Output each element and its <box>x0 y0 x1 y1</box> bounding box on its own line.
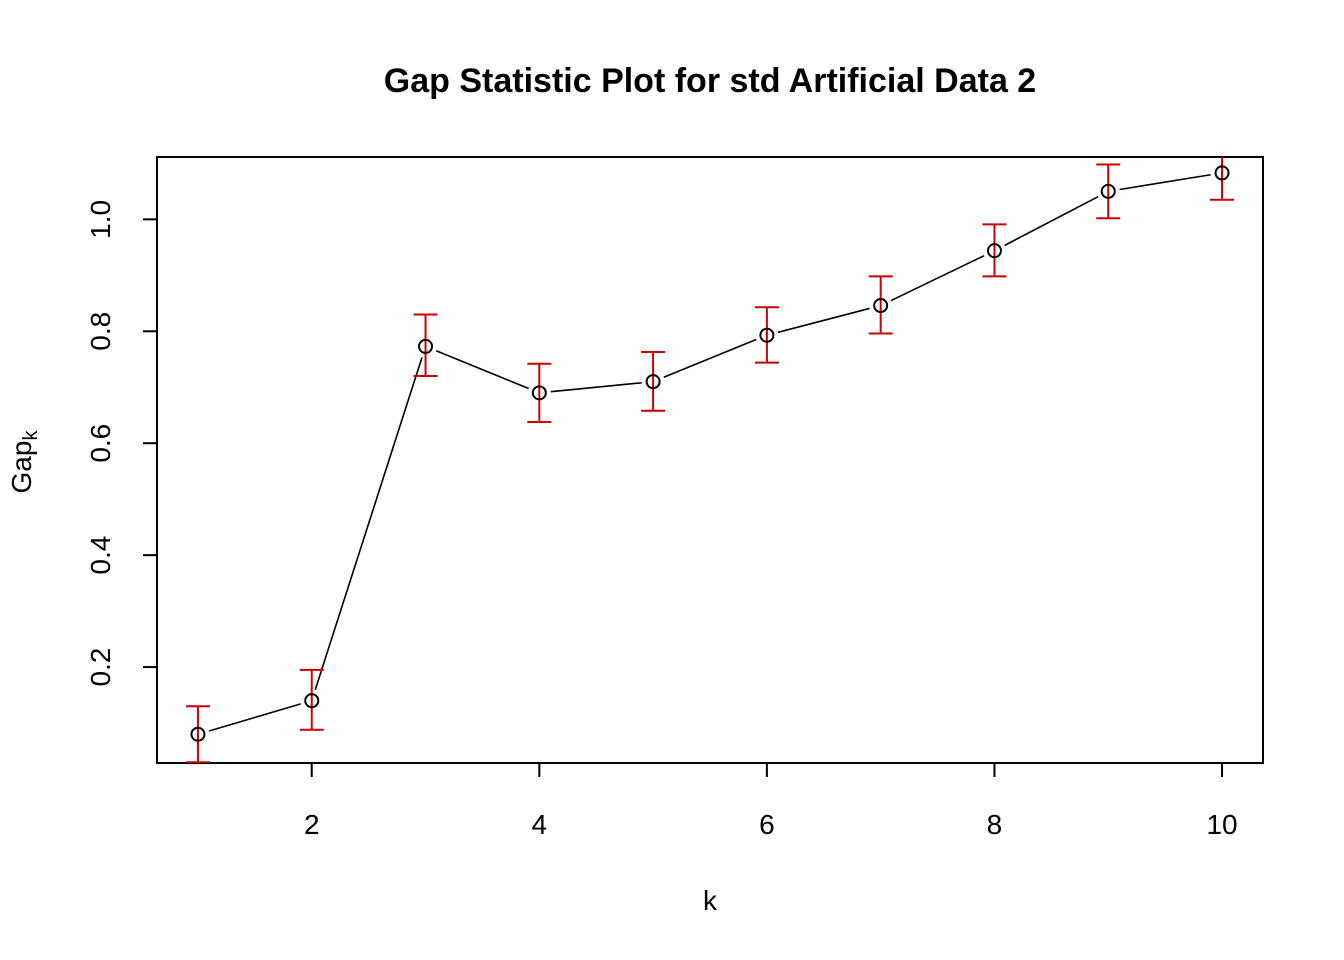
y-tick-label: 0.2 <box>85 648 116 687</box>
y-axis-title-subscript: k <box>20 430 42 441</box>
series-line-segment <box>890 254 985 302</box>
data-point <box>190 726 206 742</box>
series-line-segment <box>314 357 423 690</box>
data-point <box>531 385 547 401</box>
error-bar <box>527 362 552 423</box>
error-bar <box>982 223 1007 278</box>
series-line-segment <box>1119 173 1211 191</box>
series-line-segment <box>663 338 757 379</box>
x-tick-label: 8 <box>987 809 1003 840</box>
series-line-segment <box>550 381 642 393</box>
y-axis: 0.2 0.4 0.6 0.8 1.0 <box>85 200 158 687</box>
error-bar <box>299 668 324 731</box>
error-bar <box>1210 157 1235 201</box>
error-bar <box>641 350 666 412</box>
chart-title: Gap Statistic Plot for std Artificial Da… <box>384 62 1036 100</box>
data-point <box>759 327 775 343</box>
series-line-segment <box>208 703 301 732</box>
data-point <box>1100 183 1116 199</box>
y-tick-label: 0.4 <box>85 536 116 575</box>
x-tick-label: 4 <box>532 809 548 840</box>
x-axis: 2 4 6 8 10 <box>304 762 1238 840</box>
series-line-segment <box>1004 195 1099 247</box>
data-point <box>873 298 889 314</box>
x-tick-label: 2 <box>304 809 320 840</box>
data-point <box>645 374 661 390</box>
series-layer <box>185 157 1235 763</box>
y-axis-title-main: Gap <box>6 441 37 494</box>
data-point <box>304 693 320 709</box>
error-bar <box>1096 163 1121 220</box>
data-point <box>986 243 1002 259</box>
plot-frame <box>156 156 1264 764</box>
y-axis-title: Gapk <box>6 430 42 494</box>
x-tick-label: 10 <box>1206 809 1237 840</box>
error-bar <box>868 275 893 335</box>
series-line-segment <box>435 349 529 390</box>
y-tick-label: 0.8 <box>85 312 116 351</box>
error-bar <box>413 313 438 378</box>
x-axis-title: k <box>703 885 718 916</box>
data-point <box>1214 165 1230 181</box>
series-line-segment <box>777 307 870 334</box>
y-tick-label: 1.0 <box>85 200 116 239</box>
error-bar <box>754 306 779 364</box>
x-tick-label: 6 <box>759 809 775 840</box>
error-bar <box>185 705 210 763</box>
y-tick-label: 0.6 <box>85 424 116 463</box>
data-point <box>418 338 434 354</box>
error-bars <box>185 157 1235 763</box>
